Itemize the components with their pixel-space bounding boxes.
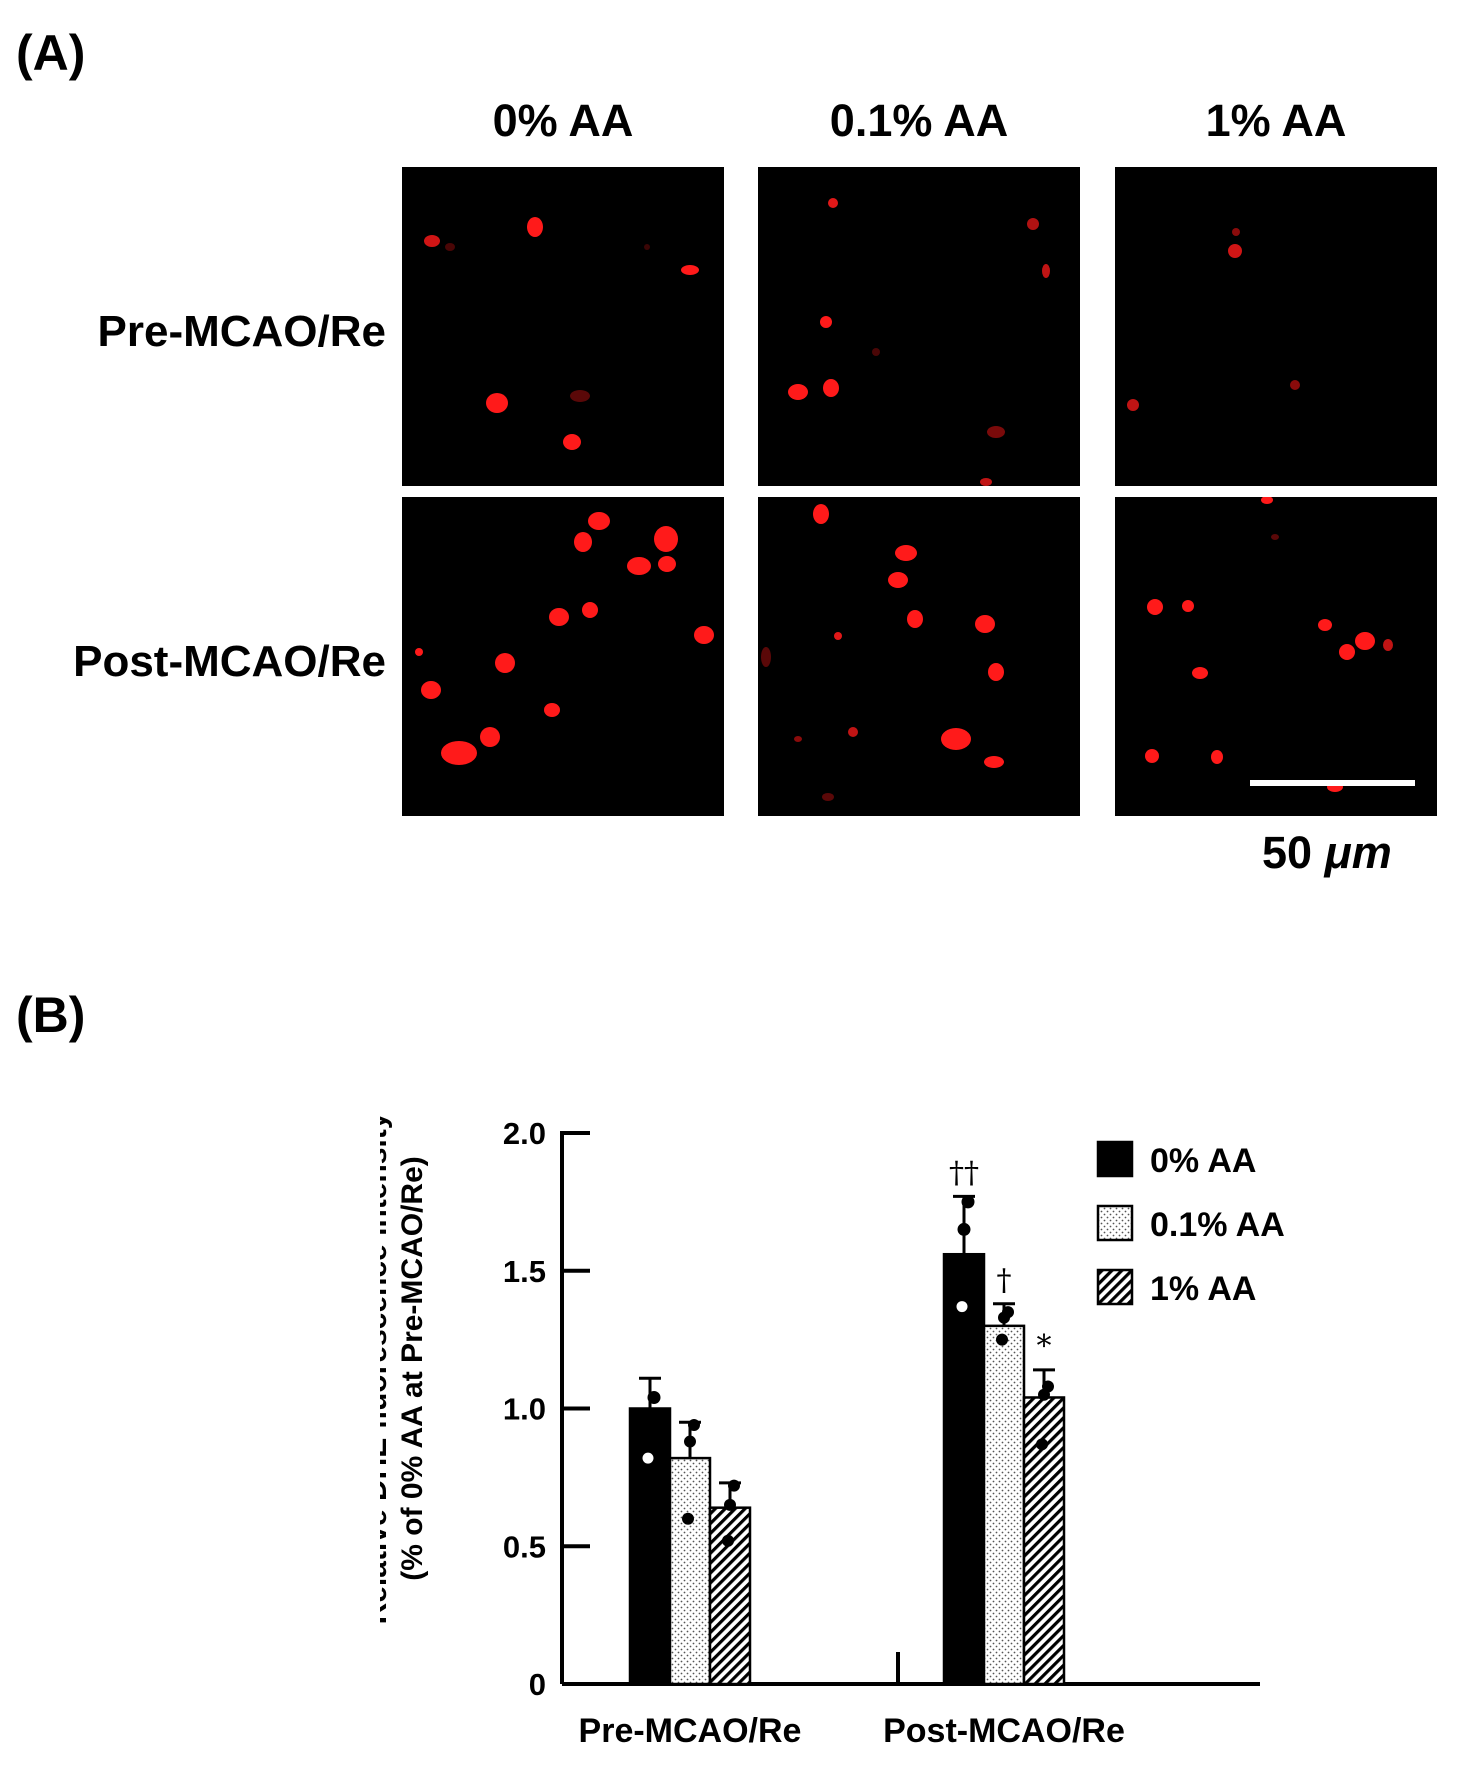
- data-point: [1036, 1438, 1048, 1451]
- legend-label: 0% AA: [1150, 1142, 1256, 1180]
- data-point: [641, 1451, 655, 1465]
- bar: [708, 1506, 752, 1686]
- data-point: [955, 1300, 969, 1314]
- micrograph-post-0-aa-svg: [415, 512, 714, 765]
- scale-bar: [1250, 780, 1415, 786]
- data-point: [996, 1333, 1008, 1346]
- column-header-1-aa: 1% AA: [1205, 95, 1347, 146]
- data-point: [647, 1390, 661, 1404]
- data-point: [728, 1479, 740, 1492]
- row-header-post: Post-MCAO/Re: [73, 637, 386, 686]
- micrograph-post-0-1-aa: [758, 497, 1080, 816]
- legend-swatch: [1096, 1268, 1134, 1306]
- significance-marker: †: [997, 1263, 1012, 1298]
- micrograph-post-0-aa: [402, 497, 724, 816]
- bar: [668, 1456, 712, 1686]
- data-point: [957, 1222, 971, 1236]
- y-tick-label: 1.0: [503, 1392, 546, 1427]
- y-axis-label: Relative DHE fluorescence intensity: [380, 1112, 393, 1624]
- micrograph-post-1-aa-svg: [1145, 497, 1415, 792]
- micrograph-pre-0-aa-svg: [424, 217, 699, 450]
- data-point: [688, 1419, 700, 1432]
- legend-label: 0.1% AA: [1150, 1206, 1285, 1244]
- bar-chart: 0 0.5 1.0 1.5 2.0 Relative DHE fluorescence i…: [380, 1030, 1466, 1768]
- bar-chart-svg: 0 0.5 1.0 1.5 2.0 Relative DHE fluorescence i…: [380, 1112, 1285, 1750]
- x-category-label: Post-MCAO/Re: [883, 1712, 1125, 1750]
- bar: [628, 1407, 672, 1686]
- data-point: [643, 1407, 657, 1421]
- scale-bar-value: 50: [1262, 827, 1313, 878]
- bar: [1022, 1396, 1066, 1686]
- bar: [942, 1252, 986, 1686]
- x-category-label: Pre-MCAO/Re: [579, 1712, 802, 1750]
- y-tick-label: 2.0: [503, 1116, 546, 1151]
- significance-marker: ††: [949, 1155, 979, 1190]
- legend-swatch: [1096, 1204, 1134, 1242]
- micrograph-pre-1-aa-svg: [1127, 228, 1300, 411]
- significance-marker: *: [1037, 1329, 1052, 1364]
- data-point: [1002, 1306, 1014, 1319]
- y-tick-label: 1.5: [503, 1254, 546, 1289]
- micrograph-pre-0-1-aa: [758, 167, 1080, 486]
- y-tick-label: 0: [529, 1667, 546, 1702]
- row-header-pre: Pre-MCAO/Re: [97, 307, 387, 356]
- legend-label: 1% AA: [1150, 1270, 1256, 1308]
- data-point: [961, 1195, 975, 1209]
- y-axis-label: (% of 0% AA at Pre-MCAO/Re): [396, 1156, 429, 1580]
- micrograph-pre-1-aa: [1115, 167, 1437, 486]
- data-point: [724, 1498, 736, 1511]
- legend-swatch: [1096, 1140, 1134, 1178]
- data-point: [1042, 1380, 1054, 1393]
- column-header-0-aa: 0% AA: [492, 95, 634, 146]
- panel-a-label: (A): [16, 25, 86, 81]
- micrograph-post-1-aa: [1115, 497, 1437, 816]
- column-header-0-1-aa: 0.1% AA: [829, 95, 1009, 146]
- data-point: [682, 1512, 694, 1525]
- data-point: [684, 1435, 696, 1448]
- micrograph-post-0-1-aa-svg: [761, 504, 1004, 801]
- micrograph-pre-0-1-aa-svg: [788, 198, 1050, 486]
- y-tick-label: 0.5: [503, 1529, 546, 1564]
- micrograph-pre-0-aa: [402, 167, 724, 486]
- data-point: [722, 1534, 734, 1547]
- scale-bar-label: 50 μm: [1262, 830, 1392, 875]
- panel-b-label: (B): [16, 987, 86, 1043]
- bar: [982, 1324, 1026, 1686]
- scale-bar-unit: μm: [1324, 827, 1392, 878]
